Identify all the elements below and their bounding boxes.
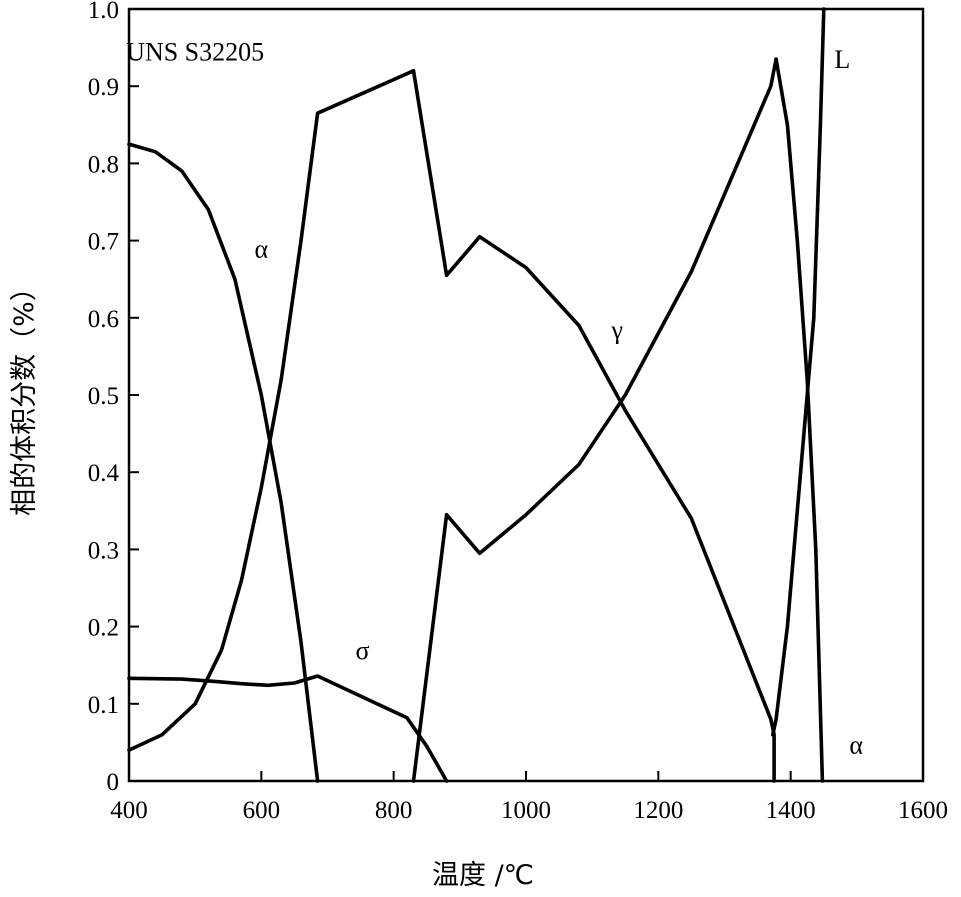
series-line-7 <box>127 674 449 783</box>
y-tick-label: 0.1 <box>88 692 119 719</box>
series-line-4 <box>771 316 816 737</box>
data-series <box>127 7 826 783</box>
series-line-5 <box>774 57 825 783</box>
series-line-6 <box>812 7 826 320</box>
annotation-label: γ <box>611 315 624 344</box>
annotation-label: σ <box>356 636 370 665</box>
x-tick-label: 1600 <box>898 797 948 824</box>
y-tick-label: 0.5 <box>88 383 119 410</box>
y-axis-title: 相的体积分数（%） <box>9 274 40 516</box>
annotations: UNS S32205 α γ σ Lα <box>126 37 863 759</box>
x-tick-label: 1400 <box>766 797 816 824</box>
annotation-label: UNS S32205 <box>126 37 264 66</box>
y-tick-label: 0.9 <box>88 74 119 101</box>
x-tick-label: 1000 <box>501 797 551 824</box>
y-tick-label: 0.8 <box>88 151 119 178</box>
axis-ticks: 400 600 800 1000 1200 1400 1600 0 0.1 0.2 0.3 0.4 0.… <box>88 0 948 824</box>
series-line-2 <box>411 57 778 783</box>
y-tick-label: 0.4 <box>88 460 120 487</box>
x-tick-label: 400 <box>110 797 148 824</box>
annotation-label: α <box>255 234 269 263</box>
x-tick-label: 1200 <box>633 797 683 824</box>
y-tick-label: 1.0 <box>88 0 119 24</box>
series-line-0 <box>127 142 320 783</box>
series-line-3 <box>411 69 776 783</box>
plot-frame <box>127 7 925 783</box>
x-tick-label: 600 <box>243 797 281 824</box>
y-tick-label: 0.2 <box>88 615 119 642</box>
y-tick-label: 0 <box>107 769 120 796</box>
x-tick-label: 800 <box>375 797 413 824</box>
y-tick-label: 0.7 <box>88 229 119 256</box>
y-tick-label: 0.6 <box>88 306 119 333</box>
y-tick-label: 0.3 <box>88 537 119 564</box>
series-line-1 <box>127 69 416 752</box>
x-axis-title: 温度 /℃ <box>432 860 534 891</box>
annotation-label: L <box>834 45 850 74</box>
annotation-label: α <box>849 731 863 760</box>
